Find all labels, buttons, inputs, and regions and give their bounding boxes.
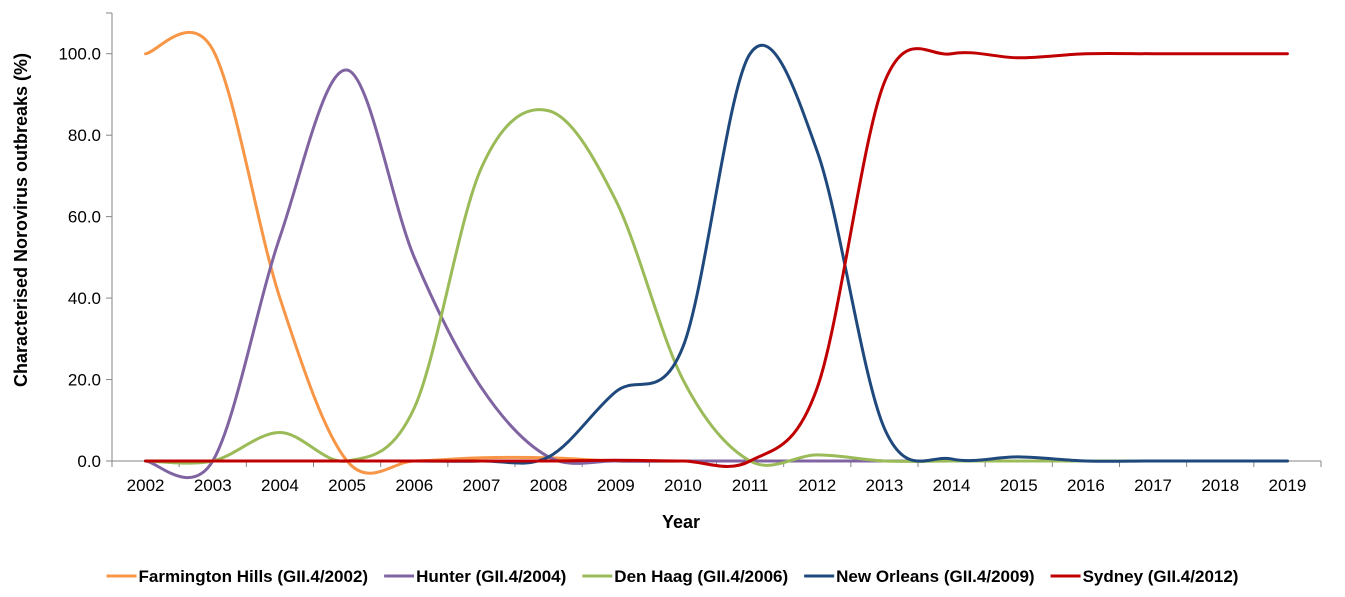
- y-tick-label: 40.0: [68, 289, 101, 308]
- legend-label-hunter: Hunter (GII.4/2004): [416, 567, 566, 586]
- y-tick-label: 80.0: [68, 126, 101, 145]
- legend-label-farmington: Farmington Hills (GII.4/2002): [139, 567, 369, 586]
- legend: Farmington Hills (GII.4/2002) Hunter (GII…: [106, 567, 1239, 586]
- x-tick-label: 2016: [1067, 476, 1105, 495]
- x-tick-label: 2019: [1269, 476, 1307, 495]
- x-tick-label: 2006: [395, 476, 433, 495]
- x-tick-label: 2010: [664, 476, 702, 495]
- x-tick-label: 2013: [866, 476, 904, 495]
- x-tick-label: 2017: [1134, 476, 1172, 495]
- x-tick-label: 2003: [194, 476, 232, 495]
- y-tick-label: 60.0: [68, 208, 101, 227]
- axes: 0.0 20.0 40.0 60.0 80.0 100.0 2002 2003 2004 2005…: [58, 12, 1322, 495]
- x-tick-label: 2002: [127, 476, 165, 495]
- x-tick-label: 2018: [1201, 476, 1239, 495]
- legend-label-new: New Orleans (GII.4/2009): [836, 567, 1034, 586]
- x-tick-label: 2015: [1000, 476, 1038, 495]
- x-tick-label: 2009: [597, 476, 635, 495]
- legend-label-sydney: Sydney (GII.4/2012): [1083, 567, 1239, 586]
- y-axis-title: Characterised Norovirus outbreaks (%): [11, 53, 31, 387]
- x-tick-label: 2005: [328, 476, 366, 495]
- y-tick-label: 0.0: [77, 452, 101, 471]
- y-tick-label: 20.0: [68, 371, 101, 390]
- x-tick-label: 2004: [261, 476, 299, 495]
- series-layer: [144, 31, 1289, 479]
- series-line-sydney: [144, 47, 1289, 468]
- legend-label-den: Den Haag (GII.4/2006): [614, 567, 788, 586]
- x-tick-label: 2012: [798, 476, 836, 495]
- series-line-den: [144, 108, 1289, 467]
- series-line-farmington: [144, 31, 1289, 475]
- x-tick-label: 2014: [933, 476, 971, 495]
- y-tick-label: 100.0: [58, 45, 101, 64]
- x-tick-label: 2008: [530, 476, 568, 495]
- x-tick-label: 2011: [732, 476, 769, 495]
- x-axis-title: Year: [662, 512, 700, 532]
- x-tick-label: 2007: [463, 476, 501, 495]
- series-line-hunter: [144, 68, 1289, 479]
